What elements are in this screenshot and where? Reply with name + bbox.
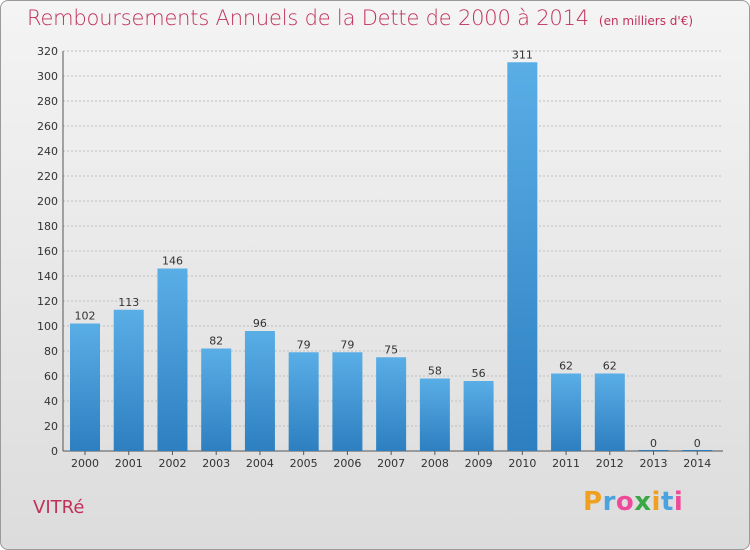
data-label-2010: 311: [512, 48, 533, 61]
y-tick-label: 20: [44, 420, 58, 433]
bar-2007: [376, 357, 407, 451]
y-tick-label: 80: [44, 345, 58, 358]
y-tick-label: 40: [44, 395, 58, 408]
chart-title-block: Remboursements Annuels de la Dette de 20…: [27, 6, 693, 30]
logo-letter: i: [673, 487, 684, 517]
y-tick-label: 240: [37, 145, 58, 158]
x-tick-label-2014: 2014: [683, 457, 711, 470]
x-tick-label-2000: 2000: [71, 457, 99, 470]
y-tick-label: 160: [37, 245, 58, 258]
bar-2002: [157, 268, 188, 451]
data-label-2009: 56: [472, 367, 486, 380]
bar-2001: [113, 309, 144, 451]
y-tick-label: 320: [37, 45, 58, 58]
bar-2012: [594, 373, 625, 451]
y-tick-label: 220: [37, 170, 58, 183]
y-tick-label: 0: [51, 445, 58, 458]
y-tick-label: 180: [37, 220, 58, 233]
logo-letter: o: [615, 487, 635, 517]
data-label-2011: 62: [559, 360, 573, 373]
bar-2011: [551, 373, 582, 451]
data-label-2006: 79: [340, 338, 354, 351]
logo-letter: P: [583, 487, 603, 517]
y-tick-label: 300: [37, 70, 58, 83]
x-tick-label-2006: 2006: [333, 457, 361, 470]
data-label-2005: 79: [297, 338, 311, 351]
data-label-2007: 75: [384, 343, 398, 356]
bar-2005: [288, 352, 319, 451]
x-tick-label-2010: 2010: [508, 457, 536, 470]
chart-title: Remboursements Annuels de la Dette de 20…: [27, 6, 589, 30]
data-label-2003: 82: [209, 335, 223, 348]
y-tick-label: 140: [37, 270, 58, 283]
data-label-2008: 58: [428, 365, 442, 378]
y-tick-label: 260: [37, 120, 58, 133]
y-tick-label: 280: [37, 95, 58, 108]
data-label-2013: 0: [650, 437, 657, 450]
x-tick-label-2003: 2003: [202, 457, 230, 470]
logo-letter: r: [602, 487, 616, 517]
chart-unit: (en milliers d'€): [598, 14, 694, 28]
data-label-2000: 102: [75, 310, 96, 323]
x-tick-label-2002: 2002: [158, 457, 186, 470]
logo-letter: i: [651, 487, 661, 517]
x-tick-label-2012: 2012: [596, 457, 624, 470]
bar-2008: [419, 378, 450, 451]
x-tick-label-2005: 2005: [290, 457, 318, 470]
data-label-2001: 113: [118, 296, 139, 309]
bar-2003: [201, 348, 232, 451]
y-tick-label: 100: [37, 320, 58, 333]
bar-2010: [507, 62, 538, 451]
data-label-2002: 146: [162, 255, 183, 268]
proxiti-logo: Proxiti: [583, 487, 683, 517]
x-tick-label-2011: 2011: [552, 457, 580, 470]
data-label-2012: 62: [603, 360, 617, 373]
x-tick-label-2009: 2009: [465, 457, 493, 470]
city-name: VITRé: [33, 497, 85, 518]
x-tick-label-2004: 2004: [246, 457, 274, 470]
bar-2009: [463, 381, 494, 451]
logo-letter: t: [660, 487, 674, 517]
y-tick-label: 120: [37, 295, 58, 308]
bar-2006: [332, 352, 363, 451]
bar-2000: [70, 323, 100, 451]
x-tick-label-2008: 2008: [421, 457, 449, 470]
data-label-2004: 96: [253, 317, 267, 330]
x-tick-label-2007: 2007: [377, 457, 405, 470]
x-tick-label-2013: 2013: [640, 457, 668, 470]
y-tick-label: 200: [37, 195, 58, 208]
bar-2004: [244, 331, 275, 451]
x-tick-label-2001: 2001: [115, 457, 143, 470]
logo-letter: x: [634, 487, 652, 517]
labels: 102 113 146 82 96 79 79 75 58 56 311 62 62 0 0: [75, 48, 701, 450]
y-tick-label: 60: [44, 370, 58, 383]
bars: [70, 62, 713, 451]
data-label-2014: 0: [694, 437, 701, 450]
